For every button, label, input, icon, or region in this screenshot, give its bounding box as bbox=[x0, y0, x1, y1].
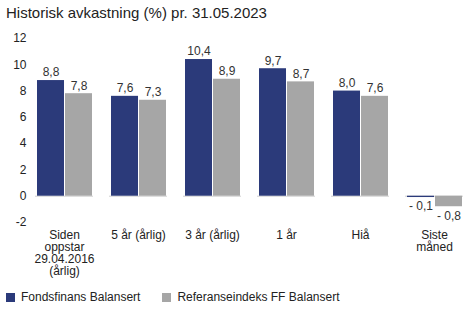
svg-text:Sidenoppstar29.04.2016(årlig): Sidenoppstar29.04.2016(årlig) bbox=[34, 228, 94, 278]
svg-text:8,9: 8,9 bbox=[219, 64, 236, 78]
svg-text:8,7: 8,7 bbox=[293, 67, 310, 81]
svg-text:1 år: 1 år bbox=[276, 228, 297, 242]
svg-text:-2: -2 bbox=[16, 215, 27, 229]
svg-text:7,3: 7,3 bbox=[145, 85, 162, 99]
svg-text:3 år (årlig): 3 år (årlig) bbox=[185, 228, 240, 242]
svg-text:2: 2 bbox=[20, 163, 27, 177]
svg-text:8,8: 8,8 bbox=[43, 65, 60, 79]
html-text:Fondsfinans Balansert: Fondsfinans Balansert bbox=[21, 290, 141, 304]
svg-text:10: 10 bbox=[13, 58, 27, 72]
svg-text:9,7: 9,7 bbox=[265, 54, 282, 68]
html-text:Historisk avkastning (%) pr. 3: Historisk avkastning (%) pr. 31.05.2023 bbox=[6, 4, 267, 21]
svg-text:6: 6 bbox=[20, 110, 27, 124]
svg-text:8: 8 bbox=[20, 84, 27, 98]
svg-text:7,6: 7,6 bbox=[367, 81, 384, 95]
svg-text:- 0,8: - 0,8 bbox=[437, 209, 461, 223]
svg-text:12: 12 bbox=[13, 31, 27, 45]
svg-text:5 år (årlig): 5 år (årlig) bbox=[111, 228, 166, 242]
svg-text:Hiå: Hiå bbox=[351, 228, 369, 242]
svg-text:7,8: 7,8 bbox=[71, 79, 88, 93]
svg-text:7,6: 7,6 bbox=[117, 81, 134, 95]
svg-text:- 0,1: - 0,1 bbox=[409, 199, 433, 213]
html-text:Referanseindeks FF Balansert: Referanseindeks FF Balansert bbox=[177, 290, 340, 304]
svg-text:4: 4 bbox=[20, 136, 27, 150]
svg-text:Sistemåned: Sistemåned bbox=[416, 228, 453, 254]
svg-text:0: 0 bbox=[20, 189, 27, 203]
svg-text:8,0: 8,0 bbox=[339, 76, 356, 90]
svg-text:10,4: 10,4 bbox=[187, 44, 211, 58]
